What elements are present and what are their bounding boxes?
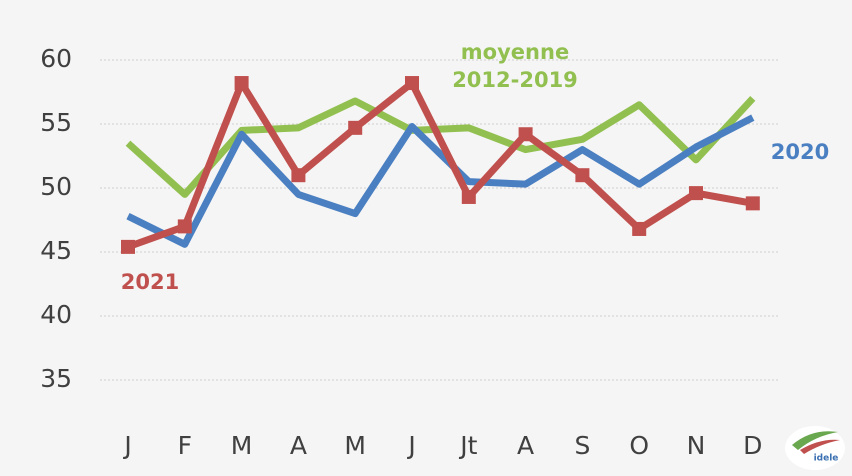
x-tick-label: J <box>122 431 131 460</box>
x-tick-label: J <box>406 431 415 460</box>
x-tick-label: M <box>231 431 253 460</box>
marker <box>177 219 192 234</box>
y-tick-label: 50 <box>40 172 72 201</box>
x-tick-label: M <box>344 431 366 460</box>
y-tick-label: 40 <box>40 300 72 329</box>
y-tick-label: 35 <box>40 364 72 393</box>
marker <box>291 168 306 183</box>
marker <box>632 221 647 236</box>
x-tick-label: O <box>629 431 649 460</box>
marker <box>348 120 363 135</box>
marker <box>575 168 590 183</box>
logo-swoosh <box>792 431 838 450</box>
logo: idele <box>785 426 845 470</box>
series-line <box>126 79 754 251</box>
marker <box>405 76 419 91</box>
x-tick-label: Jt <box>458 431 477 460</box>
x-tick-label: A <box>517 431 534 460</box>
y-tick-label: 45 <box>40 236 72 265</box>
series-label: 2021 <box>120 270 180 294</box>
marker <box>745 196 760 211</box>
marker <box>121 239 135 254</box>
x-tick-label: F <box>178 431 192 460</box>
logo-text: idele <box>814 454 839 464</box>
series-line <box>125 96 756 198</box>
series-line <box>126 114 755 248</box>
marker <box>234 76 249 91</box>
x-tick-label: A <box>290 431 307 460</box>
series-label: moyenne 2012-2019 <box>452 40 578 92</box>
marker <box>461 189 476 204</box>
x-tick-label: N <box>687 431 706 460</box>
series-label: 2020 <box>770 140 830 164</box>
x-tick-label: S <box>574 431 590 460</box>
marker <box>518 127 533 142</box>
x-tick-label: D <box>743 431 762 460</box>
y-tick-label: 55 <box>40 108 72 137</box>
logo-swoosh <box>800 439 840 454</box>
marker <box>689 186 703 201</box>
y-tick-label: 60 <box>40 44 72 73</box>
